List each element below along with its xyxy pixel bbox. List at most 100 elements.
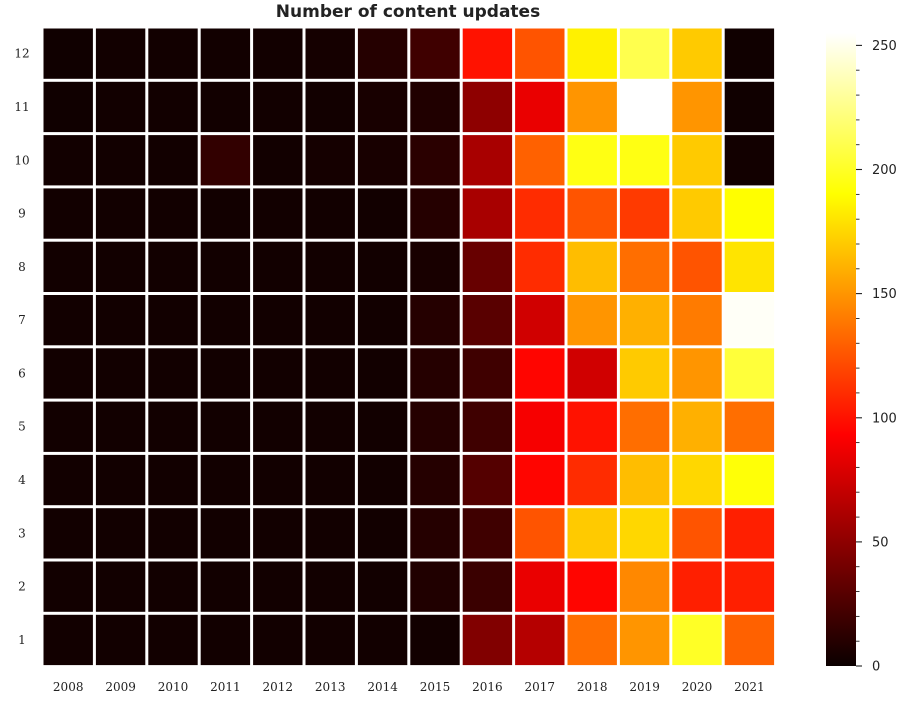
colorbar-tick-label: 200 <box>872 163 897 178</box>
heatmap-cell <box>43 454 93 506</box>
heatmap-cell <box>619 614 670 666</box>
heatmap-cell <box>410 614 460 666</box>
heatmap-cell <box>462 135 513 186</box>
heatmap-cell <box>95 135 146 186</box>
heatmap-cell <box>43 348 93 399</box>
heatmap-cell <box>410 454 460 506</box>
heatmap-cell <box>305 454 355 506</box>
heatmap-cell <box>724 28 775 79</box>
x-tick-label: 2012 <box>263 680 294 694</box>
heatmap-cell <box>515 28 565 79</box>
y-tick-label: 10 <box>14 153 29 167</box>
heatmap-cell <box>672 508 722 559</box>
x-tick-label: 2021 <box>734 680 765 694</box>
y-axis-ticks: 12 11 10 9 8 7 6 5 4 3 2 1 <box>14 47 29 647</box>
heatmap-cell <box>305 28 355 79</box>
heatmap-cell <box>672 401 722 452</box>
heatmap-cell <box>672 188 722 239</box>
y-tick-label: 5 <box>18 420 26 434</box>
heatmap-cell <box>357 561 408 612</box>
heatmap-cell <box>410 508 460 559</box>
heatmap-cell <box>357 454 408 506</box>
x-tick-label: 2008 <box>53 680 84 694</box>
heatmap-cell <box>619 401 670 452</box>
heatmap-cell <box>619 135 670 186</box>
heatmap-cell <box>305 295 355 346</box>
heatmap-cell <box>619 241 670 292</box>
heatmap-cell <box>410 81 460 133</box>
heatmap-cell <box>567 28 617 79</box>
heatmap-cell <box>567 561 617 612</box>
heatmap-cell <box>43 614 93 666</box>
heatmap-cell <box>462 295 513 346</box>
y-tick-label: 9 <box>18 207 26 221</box>
heatmap-cell <box>253 614 303 666</box>
colorbar-ticks: 0 50 100 150 200 250 <box>856 39 897 675</box>
heatmap-cell <box>95 188 146 239</box>
heatmap-cell <box>724 561 775 612</box>
heatmap-cell <box>672 135 722 186</box>
heatmap-cell <box>672 81 722 133</box>
heatmap-cell <box>43 561 93 612</box>
heatmap-cell <box>515 295 565 346</box>
heatmap-cell <box>148 454 198 506</box>
heatmap-cell <box>515 81 565 133</box>
heatmap-cell <box>672 561 722 612</box>
heatmap-cell <box>305 188 355 239</box>
y-tick-label: 4 <box>18 473 26 487</box>
heatmap-cell <box>357 28 408 79</box>
heatmap-cell <box>95 614 146 666</box>
heatmap-cell <box>253 295 303 346</box>
heatmap-cell <box>148 401 198 452</box>
heatmap-cell <box>200 241 251 292</box>
heatmap-cell <box>200 614 251 666</box>
y-tick-label: 6 <box>18 366 26 380</box>
heatmap-cell <box>148 508 198 559</box>
heatmap-cell <box>462 81 513 133</box>
heatmap-cell <box>724 508 775 559</box>
heatmap-cell <box>357 241 408 292</box>
heatmap-cell <box>724 241 775 292</box>
heatmap-cell <box>567 614 617 666</box>
heatmap-cell <box>724 401 775 452</box>
heatmap-cell <box>253 508 303 559</box>
heatmap-cell <box>200 454 251 506</box>
heatmap-cell <box>43 28 93 79</box>
x-tick-label: 2010 <box>158 680 189 694</box>
heatmap-cell <box>515 454 565 506</box>
heatmap-cell <box>410 401 460 452</box>
x-tick-label: 2019 <box>629 680 660 694</box>
heatmap-cell <box>95 295 146 346</box>
heatmap-cell <box>515 401 565 452</box>
y-tick-label: 3 <box>18 526 26 540</box>
heatmap-cell <box>148 28 198 79</box>
heatmap-cell <box>357 508 408 559</box>
x-tick-label: 2014 <box>367 680 398 694</box>
x-tick-label: 2018 <box>577 680 608 694</box>
heatmap-cell <box>305 241 355 292</box>
heatmap-cell <box>619 81 670 133</box>
heatmap-cell <box>567 188 617 239</box>
heatmap-cell <box>200 81 251 133</box>
heatmap-cell <box>95 348 146 399</box>
heatmap-cell <box>148 561 198 612</box>
colorbar-tick-label: 250 <box>872 39 897 54</box>
heatmap-cell <box>200 28 251 79</box>
chart-title: Number of content updates <box>276 2 540 22</box>
heatmap-cell <box>357 81 408 133</box>
heatmap-cell <box>95 561 146 612</box>
heatmap-cell <box>410 241 460 292</box>
heatmap-cell <box>200 348 251 399</box>
y-tick-label: 11 <box>14 100 29 114</box>
heatmap-cell <box>148 614 198 666</box>
heatmap-cell <box>43 508 93 559</box>
heatmap-cell <box>619 454 670 506</box>
heatmap-cell <box>200 188 251 239</box>
heatmap-cell <box>410 295 460 346</box>
heatmap-cell <box>567 401 617 452</box>
heatmap-cell <box>672 295 722 346</box>
colorbar <box>826 33 856 666</box>
heatmap-cells <box>43 28 775 666</box>
heatmap-cell <box>672 454 722 506</box>
